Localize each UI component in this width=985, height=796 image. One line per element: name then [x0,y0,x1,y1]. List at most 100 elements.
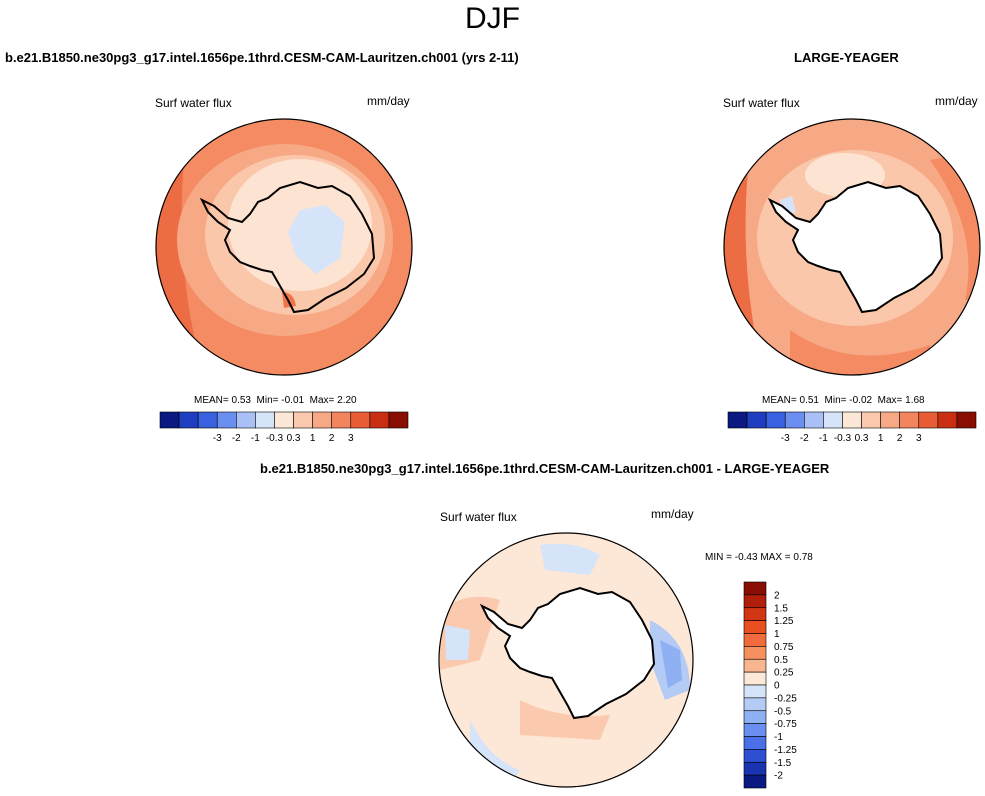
colorbar-swatch [880,411,900,429]
colorbar-tick-label: 3 [916,433,922,444]
colorbar-tick-label: -0.3 [266,433,284,444]
colorbar-swatch [743,774,767,789]
colorbar-tick-label: -1.25 [774,745,797,756]
coastline [199,180,376,314]
colorbar-swatch [743,658,767,673]
colorbar-swatch [743,749,767,763]
colorbar-tick-label: 0.5 [774,655,788,666]
colorbar-swatch [918,411,939,429]
colorbar-swatch [369,411,390,429]
panel-2-variable: Surf water flux [723,96,800,110]
colorbar-tick-label: 1.25 [774,616,794,627]
colorbar-swatch [743,697,767,712]
map-panel-1 [155,118,413,376]
colorbar-swatch [350,411,371,429]
figure-title: DJF [465,2,520,35]
panel-1-variable: Surf water flux [155,96,232,110]
colorbar-tick-label: -2 [774,771,783,782]
colorbar-tick-label: -0.75 [774,719,797,730]
colorbar-swatch [956,411,977,429]
min-label: Min= [256,395,279,406]
colorbar-swatch [784,411,805,429]
colorbar-swatch [197,411,218,429]
colorbar-tick-label: 2 [774,590,780,601]
colorbar-tick-label: -3 [213,433,222,444]
colorbar-swatch [388,411,409,429]
colorbar-tick-label: -1 [819,433,828,444]
panel-3-stats: MIN = -0.43 MAX = 0.78 [705,552,813,563]
map-field [520,700,610,740]
colorbar-tick-label: 0.75 [774,642,794,653]
colorbar-tick-label: 0 [774,681,780,692]
colorbar-swatch [804,411,824,429]
panel-3-units: mm/day [651,507,694,521]
colorbar-tick-label: -2 [800,433,809,444]
map-border [155,118,413,376]
colorbar-swatch [823,411,843,429]
colorbar-tick-label: 3 [348,433,354,444]
coastline [767,180,944,314]
colorbar-swatch [861,411,881,429]
map-border [723,118,981,376]
max-value: 1.68 [905,395,925,406]
colorbar-swatch [255,411,275,429]
colorbar-swatch [743,761,767,776]
colorbar-swatch [743,607,767,621]
map-field [470,720,520,786]
colorbar-swatch [331,411,352,429]
mean-value: 0.51 [799,395,819,406]
map-field [660,640,682,688]
colorbar-swatch [765,411,786,429]
min-value: -0.43 [734,552,758,563]
panel-3-title: b.e21.B1850.ne30pg3_g17.intel.1656pe.1th… [260,461,830,476]
map-field [540,543,600,575]
max-value: 0.78 [793,552,813,563]
panel-2-units: mm/day [935,94,978,108]
colorbar-tick-label: -1 [774,732,783,743]
map-field [288,205,345,274]
colorbar-swatch [159,411,180,429]
colorbar-tick-label: -2 [232,433,241,444]
panel-1-title: b.e21.B1850.ne30pg3_g17.intel.1656pe.1th… [5,50,519,65]
colorbar-tick-label: -0.5 [774,706,792,717]
max-label: MAX = [760,552,791,563]
panel-1-stats: MEAN= 0.53 Min= -0.01 Max= 2.20 [194,395,357,406]
map-field [482,588,654,718]
colorbar-swatch [842,411,862,429]
panel-2-stats: MEAN= 0.51 Min= -0.02 Max= 1.68 [762,395,925,406]
map-panel-3 [438,532,694,788]
map-border [438,532,694,788]
min-value: -0.02 [849,395,873,406]
colorbar-tick-label: -0.3 [834,433,852,444]
colorbar-swatch [743,736,767,750]
colorbar-swatch [743,594,767,609]
panel-3-variable: Surf water flux [440,510,517,524]
colorbar-swatch [743,620,767,634]
colorbar-swatch [274,411,294,429]
max-label: Max= [877,395,903,406]
panel-2-title: LARGE-YEAGER [794,50,899,65]
map-panel-2 [723,118,981,376]
colorbar-tick-label: -1.5 [774,758,792,769]
colorbar-tick-label: 0.3 [287,433,301,444]
coastline [479,586,656,720]
colorbar-panel-2: -3 -2 -1 -0.3 0.3 1 2 3 [727,411,977,444]
colorbar-swatch [743,633,767,647]
max-value: 2.20 [337,395,357,406]
colorbar-tick-label: 0.3 [855,433,869,444]
colorbar-swatch [743,671,767,686]
colorbar-tick-label: -0.25 [774,693,797,704]
map-field [445,625,470,660]
colorbar-swatch [746,411,767,429]
colorbar-swatch [743,646,767,660]
colorbar-swatch [899,411,920,429]
colorbar-swatch [312,411,332,429]
colorbar-swatch [178,411,199,429]
colorbar-tick-label: 2 [897,433,903,444]
min-label: MIN = [705,552,732,563]
colorbar-swatch [743,684,767,699]
colorbar-tick-label: -3 [781,433,790,444]
colorbar-tick-label: -1 [251,433,260,444]
mean-value: 0.53 [231,395,251,406]
